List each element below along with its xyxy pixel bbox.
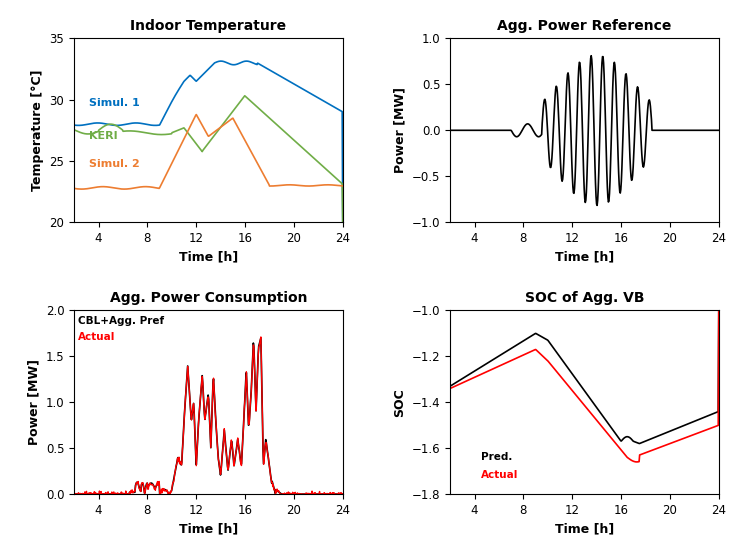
Text: KERI: KERI [89,131,117,141]
Y-axis label: Temperature [°C]: Temperature [°C] [31,70,44,191]
Title: SOC of Agg. VB: SOC of Agg. VB [525,291,644,305]
Text: Actual: Actual [78,332,115,342]
Text: CBL+Agg. Pref: CBL+Agg. Pref [78,316,164,326]
Y-axis label: Power [MW]: Power [MW] [27,359,40,445]
Title: Agg. Power Consumption: Agg. Power Consumption [110,291,308,305]
Y-axis label: SOC: SOC [393,388,406,417]
Text: Actual: Actual [481,470,518,480]
X-axis label: Time [h]: Time [h] [555,250,614,264]
Title: Indoor Temperature: Indoor Temperature [130,19,287,33]
Y-axis label: Power [MW]: Power [MW] [393,87,406,173]
Text: Simul. 1: Simul. 1 [89,98,139,108]
X-axis label: Time [h]: Time [h] [179,250,238,264]
Text: Simul. 2: Simul. 2 [89,159,139,169]
Title: Agg. Power Reference: Agg. Power Reference [497,19,671,33]
X-axis label: Time [h]: Time [h] [179,523,238,535]
Text: Pred.: Pred. [481,452,512,462]
X-axis label: Time [h]: Time [h] [555,523,614,535]
